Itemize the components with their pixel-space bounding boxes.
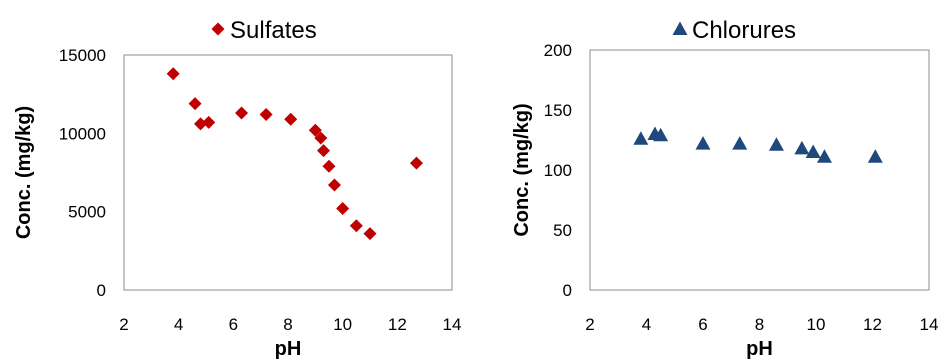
y-tick-label: 10000 [59, 124, 106, 143]
y-tick-label: 150 [544, 101, 572, 120]
chlorures-data-point [768, 137, 784, 151]
sulfates-data-point [322, 159, 336, 173]
chlorures-data-point [732, 136, 748, 150]
x-tick-label: 14 [920, 315, 939, 334]
chart-chlorures: 2 4 6 8 10 12 14 0 50 100 150 200 pH Conc. (mg/kg) Chl… [511, 17, 938, 360]
chlorures-data-point [653, 127, 669, 142]
x-tick-label: 4 [174, 315, 183, 334]
sulfates-data-point [317, 144, 331, 158]
y-axis-title: Conc. (mg/kg) [511, 103, 533, 236]
y-tick-label: 100 [544, 161, 572, 180]
chlorures-data-point [805, 144, 821, 158]
chlorures-data-point [816, 149, 832, 163]
sulfates-data-point [409, 156, 423, 170]
sulfates-data-point [308, 123, 322, 137]
x-axis-title: pH [275, 338, 302, 360]
x-tick-label: 6 [698, 315, 707, 334]
y-tick-label: 200 [544, 41, 572, 60]
sulfates-data-point [327, 178, 341, 192]
chlorures-data-point [867, 149, 883, 163]
chlorures-data-point [633, 131, 649, 145]
legend: Chlorures [672, 17, 796, 44]
x-tick-label: 2 [119, 315, 128, 334]
sulfates-data-point [314, 131, 328, 145]
y-tick-label: 5000 [68, 203, 106, 222]
x-tick-label: 10 [807, 315, 826, 334]
sulfates-data-point [194, 117, 208, 131]
x-axis-title: pH [746, 338, 773, 360]
x-tick-label: 8 [283, 315, 292, 334]
x-tick-label: 8 [755, 315, 764, 334]
legend-label: Chlorures [692, 17, 796, 44]
x-tick-label: 6 [229, 315, 238, 334]
x-tick-label: 12 [388, 315, 407, 334]
sulfates-data-point [235, 106, 249, 120]
x-tick-label: 2 [585, 315, 594, 334]
chlorures-data-point [794, 140, 810, 155]
x-tick-label: 12 [863, 315, 882, 334]
legend-label: Sulfates [230, 17, 317, 44]
y-axis-title: Conc. (mg/kg) [13, 106, 35, 239]
y-tick-label: 50 [553, 221, 572, 240]
plot-area [589, 49, 930, 291]
sulfates-data-point [363, 227, 377, 241]
legend: Sulfates [211, 17, 317, 44]
sulfates-data-point [188, 97, 202, 111]
sulfates-data-point [336, 202, 350, 216]
x-tick-label: 4 [642, 315, 651, 334]
chlorures-data-point [695, 136, 711, 150]
sulfates-data-point [284, 112, 298, 126]
y-tick-label: 15000 [59, 46, 106, 65]
sulfates-data-point [166, 67, 180, 81]
chart-sulfates: 2 4 6 8 10 12 14 0 5000 10000 15000 pH Conc. (mg/kg)… [13, 17, 461, 360]
diamond-legend-marker [211, 22, 225, 36]
y-tick-label: 0 [563, 281, 572, 300]
triangle-legend-marker [672, 21, 688, 35]
plot-area [123, 54, 453, 291]
y-tick-label: 0 [97, 281, 106, 300]
x-tick-label: 14 [443, 315, 462, 334]
sulfates-data-point [202, 115, 216, 129]
x-tick-label: 10 [333, 315, 352, 334]
sulfates-data-point [259, 108, 273, 122]
sulfates-data-point [349, 219, 363, 233]
